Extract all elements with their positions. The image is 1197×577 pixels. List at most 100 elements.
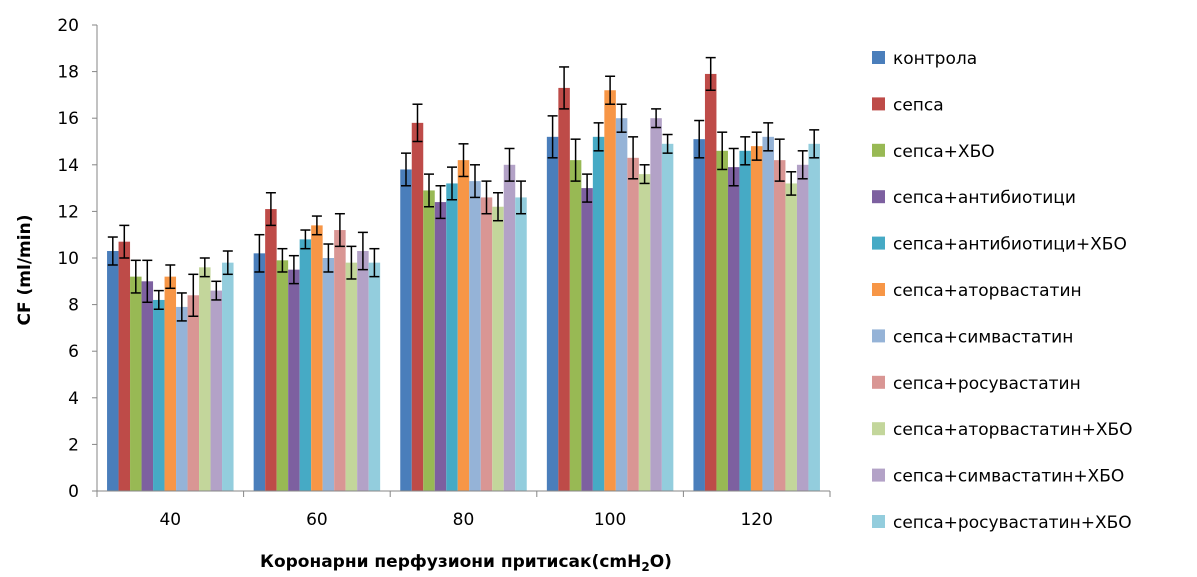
legend-swatch [872, 236, 885, 250]
bar [750, 146, 763, 491]
error-bar [470, 164, 480, 199]
error-bar [547, 115, 558, 159]
bar [503, 164, 516, 492]
bar [153, 299, 165, 491]
legend-item: сепса+симвастатин+ХБО [872, 467, 1124, 487]
error-bar [809, 129, 820, 159]
legend-item: сепса+антибиотици [872, 188, 1076, 208]
error-bar [516, 180, 526, 215]
bar [434, 202, 447, 491]
error-bars [107, 56, 820, 322]
legend-swatch [872, 143, 885, 157]
bar [299, 239, 312, 491]
error-bar [188, 273, 199, 317]
error-bar [605, 75, 616, 105]
error-bar [786, 171, 797, 196]
error-bar [412, 103, 423, 143]
legend-swatch [872, 51, 885, 64]
y-tick-label: 0 [68, 482, 79, 502]
y-axis-title: CF (ml/min) [15, 215, 35, 326]
y-tick-label: 12 [57, 202, 79, 222]
error-bar [300, 229, 311, 250]
bar [558, 87, 570, 491]
bar [592, 136, 605, 491]
bar [141, 281, 154, 491]
bar [446, 183, 458, 491]
y-tick-label: 20 [57, 16, 79, 36]
bar [693, 139, 705, 492]
bar [739, 150, 751, 491]
bar [400, 169, 412, 491]
error-bar [504, 147, 515, 182]
error-bar [628, 136, 639, 180]
error-bar [662, 133, 673, 154]
x-tick-label: 60 [306, 510, 328, 530]
bar [615, 118, 628, 491]
bar [368, 262, 381, 491]
bar [222, 262, 234, 491]
error-bar [288, 254, 299, 285]
y-ticks: 0 2 4 6 8 10 12 14 16 18 20 [57, 16, 97, 502]
error-bar [346, 245, 357, 280]
legend: контрола сепса сепса+ХБО сепса+антибиотици с… [872, 49, 1133, 533]
bar [785, 183, 797, 491]
bar [704, 73, 717, 492]
legend-item: контрола [872, 49, 977, 69]
bar [107, 251, 119, 491]
bar [130, 276, 142, 491]
error-bar [559, 66, 570, 110]
error-bar [751, 131, 762, 161]
y-tick-label: 8 [68, 296, 79, 316]
bar [492, 206, 504, 492]
legend-label: сепса [893, 95, 944, 115]
legend-swatch [872, 515, 885, 528]
bar [411, 122, 424, 492]
legend-swatch [872, 190, 885, 204]
bar [276, 260, 289, 491]
error-bar [165, 264, 176, 290]
error-bar [639, 164, 650, 185]
legend-swatch [872, 97, 885, 111]
error-bar [458, 143, 469, 178]
bar [457, 160, 470, 491]
legend-label: сепса+симвастатин+ХБО [893, 467, 1124, 487]
error-bar [119, 224, 130, 259]
bar [515, 197, 527, 492]
error-bar [763, 122, 774, 152]
legend-label: сепса+антибиотици [893, 188, 1076, 208]
y-tick-label: 4 [68, 389, 79, 409]
legend-item: сепса+росувастатин+ХБО [872, 513, 1132, 533]
y-tick-label: 6 [68, 342, 79, 362]
bar [469, 181, 481, 492]
bar [604, 90, 616, 492]
legend-item: сепса+симвастатин [872, 327, 1073, 347]
bar [253, 253, 266, 491]
error-bar [357, 231, 368, 271]
y-tick-label: 18 [57, 63, 79, 83]
bar [322, 258, 335, 491]
bar [187, 295, 200, 491]
legend-swatch [872, 283, 885, 296]
legend-swatch [872, 468, 885, 482]
y-tick-label: 2 [68, 435, 79, 455]
x-ticks: 40 60 80 100 120 [96, 491, 831, 530]
error-bar [705, 56, 716, 91]
legend-label: сепса+антибиотици+ХБО [893, 235, 1127, 255]
legend-label: сепса+аторвастатин+ХБО [893, 420, 1133, 440]
error-bar [277, 247, 288, 273]
bar [650, 118, 662, 491]
error-bar [582, 173, 593, 203]
error-bar [616, 103, 627, 133]
error-bar [211, 280, 222, 301]
error-bar [222, 250, 233, 276]
bar [716, 150, 728, 491]
error-bar [323, 243, 334, 273]
legend-label: сепса+симвастатин [893, 327, 1073, 347]
error-bar [130, 259, 141, 294]
bar [569, 160, 582, 491]
y-tick-label: 10 [57, 249, 79, 269]
error-bar [481, 180, 492, 215]
error-bar [694, 119, 705, 159]
error-bar [593, 122, 604, 152]
legend-item: сепса+ХБО [872, 142, 995, 162]
